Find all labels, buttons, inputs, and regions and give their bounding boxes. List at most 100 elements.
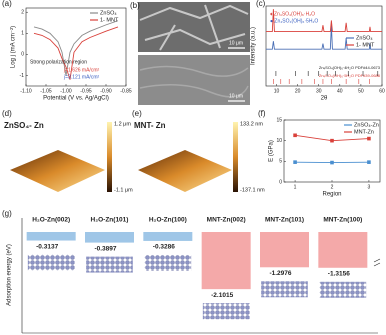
bar [201,232,251,290]
value-label: -2.1015 [211,292,233,299]
value-label: -0.3137 [36,243,58,250]
y-tick-label: 0 [279,179,282,185]
atom-slab [261,281,308,298]
category-label: MNT-Zn(101) [265,217,304,224]
color-max: 133.2 nm [240,121,263,127]
annotation: j=3.121 mA/cm² [63,74,99,80]
y-tick-label: 15 [276,117,282,123]
x-tick-label: 40 [337,88,343,94]
value-label: -1.2976 [269,270,291,277]
atom-slab [144,254,192,271]
x-axis-label: 2θ [321,96,328,102]
x-axis-label: Potential (V vs. Ag/AgCl) [43,96,109,102]
atom-slab [319,281,367,298]
category-label: MNT-Zn(002) [207,217,246,224]
scale-text: 10 μm [229,93,243,99]
point [367,136,371,141]
x-tick-label: 3 [368,184,371,190]
category-label: H₂O-Zn(101) [91,217,129,224]
afm-surface [10,150,105,192]
point [293,160,297,164]
color-min: -137.1 nm [240,187,265,193]
annotation: ♦ Zn₄SO₄(OH)₆·H₂O [270,11,315,17]
x-tick-label: -0.95 [80,88,92,94]
x-tick-label: -1.10 [20,88,32,94]
color-min: -1.1 μm [114,187,133,193]
x-tick-label: 60 [379,88,385,94]
panel-label: (e) [132,109,142,118]
x-axis-label: Region [322,192,341,198]
panel-label: (b) [130,1,140,10]
series-line [33,20,119,76]
panel-label: (g) [2,209,12,218]
y-tick-label: 5 [279,159,282,165]
y-tick-label: 10 [276,138,282,144]
point [330,160,334,165]
category-label: H₂O-Zn(002) [32,217,70,224]
x-tick-label: -0.90 [100,88,112,94]
legend-label: ZnSO₄ [100,10,117,16]
reference-label: Zn₄SO₄(OH)₆·4H₂O PDF#44-0673 [319,65,381,70]
series-line [266,25,382,50]
sem-image [138,2,250,52]
color-bar [233,122,238,192]
annotation: j=1.626 mA/cm² [63,67,99,73]
panel-label: (a) [2,0,12,8]
panel-label: (f) [258,109,266,118]
x-tick-label: -1.05 [40,88,52,94]
bar [260,232,309,268]
y-axis-label: Adsorption energy (eV) [7,244,13,306]
bar [26,232,76,241]
atom-slab [202,303,250,320]
afm-title: ZnSO₄- Zn [4,121,44,130]
color-max: 1.2 μm [114,121,131,127]
category-label: H₂O-Zn(100) [149,217,187,224]
value-label: -0.3897 [94,245,116,252]
point [293,133,297,138]
bar [143,232,193,241]
point [367,160,371,164]
afm-surface [138,150,232,192]
x-tick-label: 10 [274,88,280,94]
plot-frame [25,7,127,87]
series-line [33,26,119,80]
annotation: ● Zn₄SO₄(OH)₆·5H₂O [270,18,318,24]
atom-slab [86,256,133,273]
legend-label: ZnSO₄-Zn [354,122,379,128]
afm-title: MNT- Zn [134,121,166,130]
x-tick-label: 1 [294,184,297,190]
y-axis-label: E (GPa) [269,140,275,162]
x-tick-label: 30 [316,88,322,94]
legend-label: MNT-Zn [354,129,374,135]
legend-label: ZnSO₄ [356,35,373,41]
y-tick-label: 2 [21,10,24,16]
y-axis-label: Intensity (a.u.) [251,27,257,65]
sem-texture [139,65,249,98]
y-tick-label: 1 [21,31,24,37]
x-tick-label: 20 [295,88,301,94]
atom-slab [27,254,75,271]
x-tick-label: 50 [358,88,364,94]
y-tick-label: -1 [20,73,25,79]
y-tick-label: 0 [21,52,24,58]
axis-break [373,258,381,267]
legend-label: 1- MNT [100,17,119,23]
y-axis-label: Log j (mA cm⁻²) [11,26,17,68]
color-bar [107,122,112,192]
series-line [266,9,382,33]
x-tick-label: -1.00 [60,88,72,94]
value-label: -1.3156 [328,271,350,278]
plot-frame [265,5,383,87]
bar [85,232,134,243]
value-label: -0.3286 [153,244,175,251]
x-tick-label: -0.85 [120,88,132,94]
x-tick-label: 2 [331,184,334,190]
bar [318,232,368,268]
category-label: MNT-Zn(100) [323,217,362,224]
panel-label: (c) [256,0,266,8]
reference-label: Zn₄SO₄(OH)₆·5H₂O PDF#39-0688 [319,73,381,78]
sem-texture [139,4,249,51]
annotation: Strong polarization region [30,59,87,65]
scale-text: 10 μm [229,40,243,46]
